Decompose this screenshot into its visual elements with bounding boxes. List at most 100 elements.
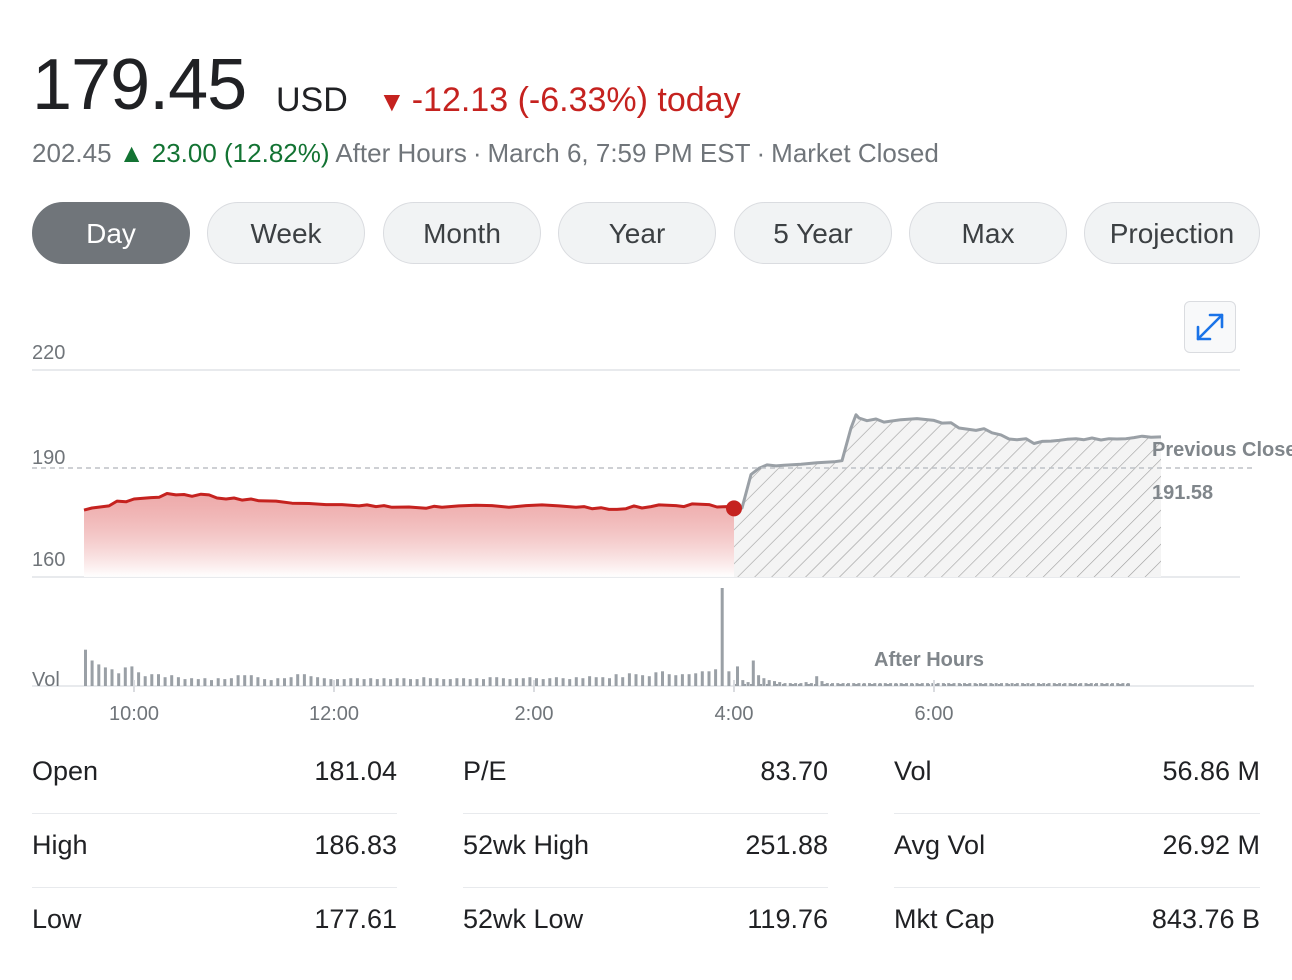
- stat-value: 843.76 B: [1151, 904, 1260, 934]
- quote-timestamp: March 6, 7:59 PM EST: [487, 138, 751, 168]
- stat-label: High: [32, 830, 88, 860]
- volume-bar: [978, 683, 982, 686]
- x-tick-label: 10:00: [109, 703, 159, 725]
- market-status: Market Closed: [771, 138, 939, 168]
- volume-bar: [521, 678, 525, 686]
- volume-bar: [641, 675, 645, 686]
- stat-value: 177.61: [314, 904, 397, 934]
- volume-bar: [647, 676, 651, 686]
- volume-bar: [714, 669, 718, 686]
- daily-change-text: -12.13 (-6.33%) today: [411, 81, 741, 119]
- volume-bar: [382, 678, 386, 686]
- volume-bar: [130, 666, 134, 686]
- volume-bar: [442, 679, 446, 686]
- volume-bar: [873, 683, 877, 686]
- volume-bar: [495, 677, 499, 686]
- volume-bar: [931, 683, 935, 686]
- volume-bar: [402, 678, 406, 686]
- x-tick-label: 12:00: [309, 703, 359, 725]
- volume-bar: [176, 677, 180, 686]
- volume-bar: [588, 676, 592, 686]
- volume-bar: [90, 660, 94, 686]
- volume-bar: [117, 673, 121, 686]
- volume-bar: [581, 678, 585, 686]
- stat-row-52wk-low: 52wk Low 119.76: [463, 888, 828, 962]
- volume-bar: [435, 678, 439, 686]
- volume-bar: [746, 682, 750, 686]
- volume-bar: [674, 675, 678, 686]
- after-hours-label: After Hours: [335, 138, 467, 168]
- volume-bar: [905, 683, 908, 686]
- market-close-marker[interactable]: [726, 500, 742, 517]
- stat-label: 52wk High: [463, 830, 590, 860]
- y-tick-label: 190: [32, 447, 65, 469]
- price-chart[interactable]: 220 190 160 Previous Close: 191.58 Vol A…: [0, 330, 1292, 735]
- volume-bar: [809, 683, 813, 686]
- stat-label: P/E: [463, 756, 507, 786]
- volume-bar: [157, 674, 160, 686]
- stock-price: 179.45: [32, 45, 247, 125]
- stat-label: Mkt Cap: [894, 904, 995, 934]
- stat-value: 181.04: [314, 756, 397, 786]
- volume-bar: [422, 677, 426, 686]
- volume-bar: [794, 683, 798, 686]
- volume-bar: [594, 677, 598, 686]
- tab-5-year[interactable]: 5 Year: [734, 202, 892, 264]
- volume-bar: [568, 679, 572, 686]
- tab-max[interactable]: Max: [909, 202, 1067, 264]
- volume-bar: [336, 679, 339, 686]
- volume-bar: [203, 678, 207, 686]
- volume-bar: [915, 683, 919, 686]
- volume-bar: [150, 674, 154, 686]
- volume-bar: [535, 678, 538, 686]
- volume-bar: [256, 677, 260, 686]
- volume-bar: [302, 674, 306, 686]
- up-arrow-icon: ▲: [118, 138, 145, 168]
- volume-bar: [269, 680, 273, 686]
- volume-bar: [1089, 683, 1093, 686]
- volume-bar: [661, 671, 664, 686]
- after-hours-price: 202.45: [32, 138, 112, 168]
- volume-bar: [621, 677, 625, 686]
- expand-arrows-icon: [1196, 313, 1224, 341]
- tab-year[interactable]: Year: [558, 202, 716, 264]
- volume-bar: [1121, 683, 1125, 686]
- after-hours-summary: 202.45 ▲ 23.00 (12.82%) After Hours · Marc…: [32, 136, 939, 170]
- separator: ·: [472, 138, 482, 168]
- x-tick-label: 4:00: [715, 703, 754, 725]
- volume-label: Vol: [32, 669, 60, 691]
- volume-bar: [110, 669, 114, 686]
- stat-value: 119.76: [747, 904, 828, 934]
- daily-change: ▼ -12.13 (-6.33%) today: [378, 78, 741, 124]
- after-hours-change: 23.00 (12.82%): [151, 138, 330, 168]
- volume-bar: [899, 683, 903, 686]
- volume-bar: [1105, 683, 1109, 686]
- expand-chart-button[interactable]: [1184, 301, 1236, 353]
- volume-bar: [963, 683, 966, 686]
- volume-bar: [720, 588, 724, 686]
- volume-bar: [654, 672, 658, 686]
- volume-bar: [883, 683, 887, 686]
- tab-day[interactable]: Day: [32, 202, 190, 264]
- volume-bar: [889, 683, 893, 686]
- volume-bar: [223, 679, 227, 686]
- tab-week[interactable]: Week: [207, 202, 365, 264]
- currency-code: USD: [276, 81, 348, 119]
- volume-bar: [767, 680, 771, 686]
- stat-label: Avg Vol: [894, 830, 986, 860]
- y-tick-label: 220: [32, 342, 65, 364]
- volume-bar: [634, 674, 638, 686]
- stats-column: Open 181.04 High 186.83 Low 177.61: [32, 740, 397, 962]
- volume-bar: [296, 674, 300, 686]
- tab-projection[interactable]: Projection: [1084, 202, 1260, 264]
- volume-bar: [249, 675, 253, 686]
- stat-row-high: High 186.83: [32, 814, 397, 888]
- volume-bar: [687, 674, 691, 686]
- volume-bar: [369, 678, 373, 686]
- stat-row-52wk-high: 52wk High 251.88: [463, 814, 828, 888]
- volume-bar: [1116, 683, 1120, 686]
- volume-bar: [1026, 683, 1030, 686]
- volume-bar: [852, 683, 856, 686]
- tab-month[interactable]: Month: [383, 202, 541, 264]
- stat-row-low: Low 177.61: [32, 888, 397, 962]
